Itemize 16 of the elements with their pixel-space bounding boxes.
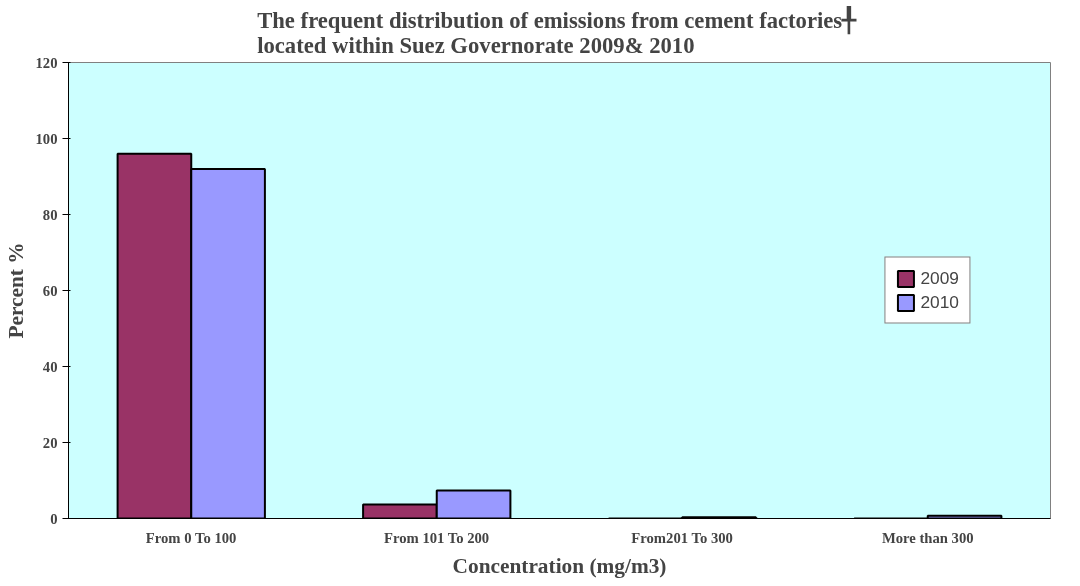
y-tick-label: 20 (42, 434, 58, 451)
y-tick-label: 0 (50, 510, 58, 527)
x-tick-label: More than 300 (881, 529, 974, 546)
x-tick-label: From 0 To 100 (145, 529, 237, 546)
y-tick-label: 40 (42, 358, 58, 375)
legend-label: 2010 (920, 291, 959, 313)
y-axis-title: Percent % (3, 242, 28, 339)
y-tick-label: 120 (35, 54, 58, 71)
legend-label: 2009 (920, 267, 959, 289)
y-tick-label: 80 (42, 206, 58, 223)
y-tick-label: 60 (42, 282, 58, 299)
x-tick-label: From 101 To 200 (384, 529, 490, 546)
y-tick-label: 100 (35, 130, 58, 147)
x-tick-label: From201 To 300 (631, 529, 733, 546)
chart-title: The frequent distribution of emissions from cement factories╀ located within Suez Governorate 2009& 2010 (257, 5, 858, 58)
x-axis-title: Concentration (mg/m3) (452, 553, 667, 578)
